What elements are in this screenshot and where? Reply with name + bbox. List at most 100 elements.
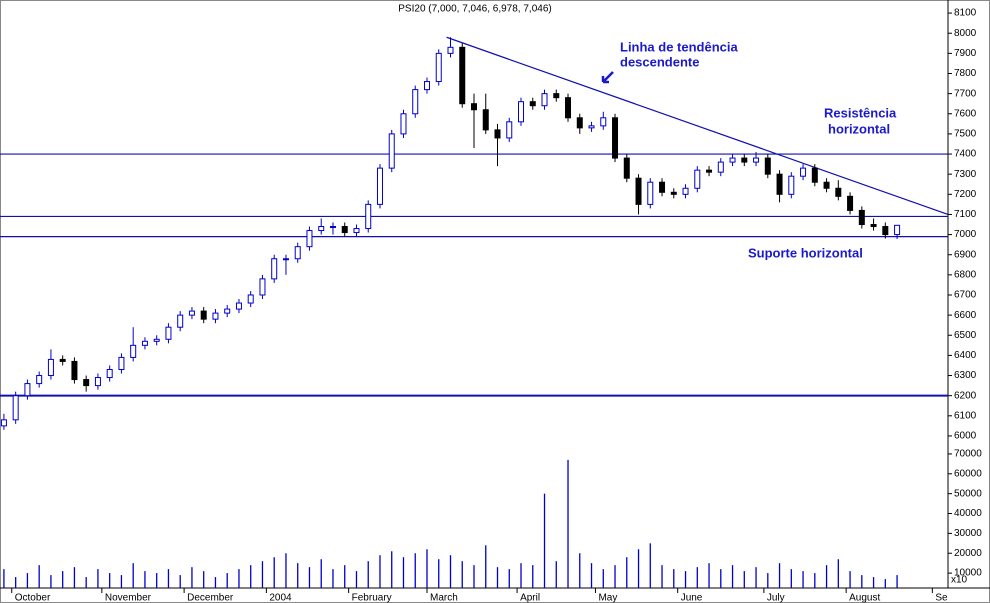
x-tick-label: March <box>430 593 458 603</box>
candle-body <box>247 294 254 304</box>
candle-body <box>623 157 630 179</box>
candle-body <box>823 181 830 189</box>
candle-body <box>71 360 78 381</box>
y-tick-label: 7600 <box>954 108 977 119</box>
candle-body <box>0 419 7 427</box>
y-tick-label: 6500 <box>954 330 977 341</box>
volume-tick-label: 10000 <box>954 568 982 579</box>
y-tick-label: 6000 <box>954 431 977 442</box>
candle-body <box>565 97 572 119</box>
candle-body <box>435 52 442 83</box>
candle-body <box>529 101 536 107</box>
candle-body <box>635 177 642 205</box>
candle-body <box>36 375 43 385</box>
candle-body <box>506 121 513 139</box>
annotation: horizontal <box>828 121 890 136</box>
y-tick-label: 7500 <box>954 129 977 140</box>
candle-body <box>118 356 125 370</box>
candle-body <box>24 383 31 397</box>
volume-tick-label: 20000 <box>954 548 982 559</box>
candle-body <box>659 181 666 193</box>
candle-body <box>882 226 889 236</box>
x-tick-label: July <box>767 593 785 603</box>
candle-body <box>282 258 289 261</box>
y-tick-label: 6300 <box>954 370 977 381</box>
annotation: descendente <box>620 54 699 69</box>
candle-body <box>177 314 184 328</box>
annotation: Linha de tendência <box>620 39 739 54</box>
candle-body <box>776 173 783 195</box>
x-tick-label: February <box>352 593 392 603</box>
candle-body <box>541 93 548 107</box>
candle-body <box>682 187 689 195</box>
candle-body <box>870 224 877 228</box>
candle-body <box>47 358 54 377</box>
candle-body <box>588 125 595 129</box>
y-tick-label: 7200 <box>954 189 977 200</box>
candle-body <box>306 230 313 248</box>
trendline <box>446 36 949 216</box>
volume-tick-label: 50000 <box>954 488 982 499</box>
candle-body <box>153 338 160 342</box>
candle-body <box>235 302 242 310</box>
volume-tick-label: 70000 <box>954 449 982 460</box>
candle-body <box>753 157 760 163</box>
y-tick-label: 8100 <box>954 8 977 19</box>
candle-body <box>741 157 748 163</box>
candle-body <box>365 203 372 230</box>
candle-body <box>576 117 583 129</box>
candle-body <box>165 326 172 340</box>
y-tick-label: 7300 <box>954 169 977 180</box>
x-tick-label: October <box>15 593 51 603</box>
x-tick-label: December <box>187 593 234 603</box>
candle-body <box>764 157 771 175</box>
x-tick-label: November <box>105 593 152 603</box>
y-tick-label: 6800 <box>954 269 977 280</box>
y-tick-label: 6400 <box>954 350 977 361</box>
candle-body <box>130 344 137 358</box>
candle-body <box>706 169 713 173</box>
candle-body <box>788 175 795 195</box>
x-tick-label: May <box>598 593 617 603</box>
candle-body <box>612 117 619 159</box>
candle-body <box>412 89 419 115</box>
y-tick-label: 6900 <box>954 249 977 260</box>
x-tick-label: August <box>849 593 880 603</box>
candle-body <box>847 195 854 211</box>
volume-tick-label: 60000 <box>954 468 982 479</box>
y-tick-label: 7100 <box>954 209 977 220</box>
y-tick-label: 6600 <box>954 310 977 321</box>
candle-body <box>341 226 348 234</box>
candle-body <box>447 46 454 54</box>
candle-body <box>388 133 395 169</box>
candle-body <box>729 157 736 163</box>
annotation: Resistência <box>824 105 897 120</box>
candle-body <box>259 278 266 296</box>
x-tick-label: April <box>520 593 540 603</box>
candle-body <box>200 310 207 320</box>
candle-body <box>717 161 724 173</box>
candle-body <box>400 113 407 135</box>
y-tick-label: 6100 <box>954 410 977 421</box>
volume-tick-label: 40000 <box>954 508 982 519</box>
x-tick-label: Se <box>935 593 948 603</box>
candle-body <box>600 117 607 127</box>
candle-body <box>271 258 278 280</box>
x-tick-label: June <box>681 593 703 603</box>
candle-body <box>59 358 66 362</box>
candle-body <box>106 368 113 379</box>
candle-body <box>329 226 336 229</box>
volume-tick-label: 30000 <box>954 528 982 539</box>
arrow <box>601 71 614 84</box>
chart-title: PSI20 (7,000, 7,046, 6,978, 7,046) <box>398 4 551 15</box>
candle-body <box>482 109 489 131</box>
y-tick-label: 7000 <box>954 229 977 240</box>
y-tick-label: 7700 <box>954 88 977 99</box>
candle-body <box>800 167 807 177</box>
candle-body <box>670 191 677 195</box>
candle-body <box>811 167 818 183</box>
candle-body <box>694 169 701 189</box>
